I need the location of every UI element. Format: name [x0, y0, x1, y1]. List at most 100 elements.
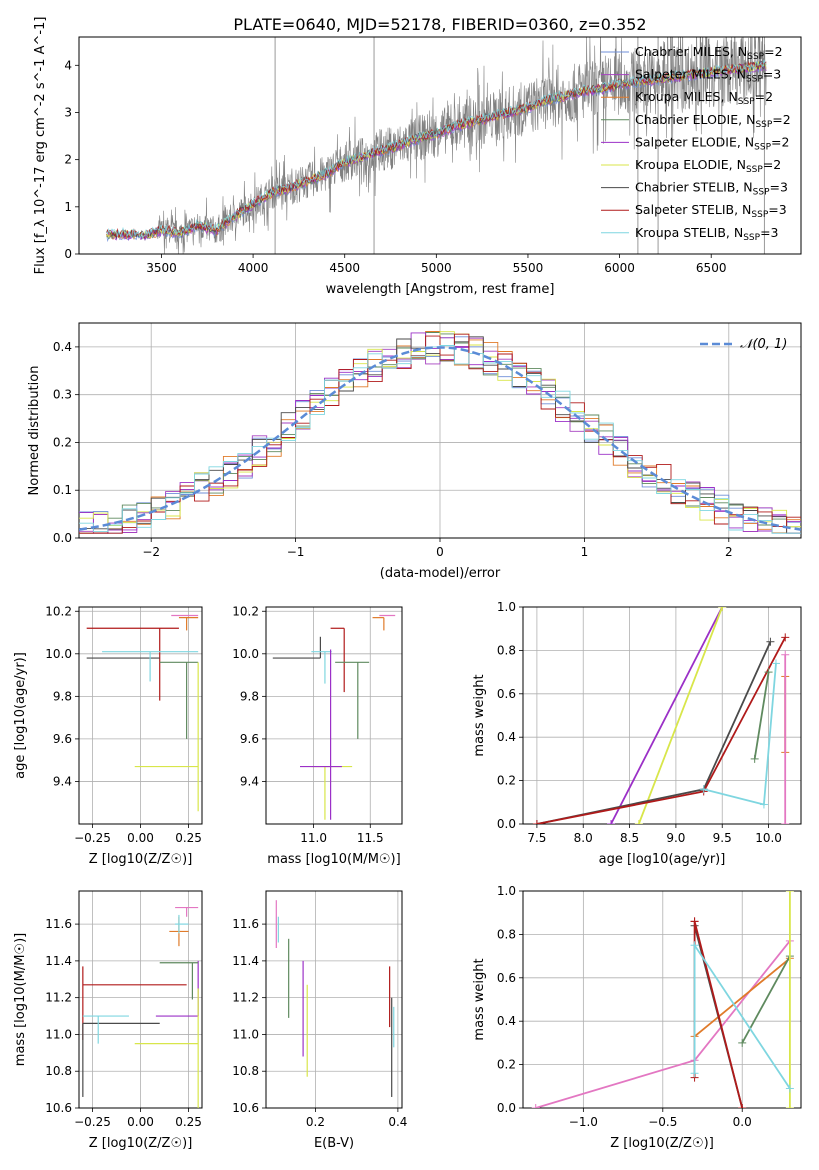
age-vs-mass-points	[272, 614, 396, 820]
y-tick-label: 0.4	[497, 1014, 516, 1028]
y-tick-label: 0.6	[497, 971, 516, 985]
x-tick-label: −2	[142, 545, 160, 559]
x-tick-label: 7.5	[527, 831, 546, 845]
y-tick-label: 11.0	[232, 1027, 259, 1041]
legend-label: Chabrier STELIB, NSSP=3	[635, 180, 788, 198]
massweight-vs-age-lines	[532, 607, 790, 824]
mass-weight-line	[637, 607, 724, 824]
x-axis-label: mass [log10(M/M☉)]	[267, 852, 400, 867]
y-tick-label: 11.6	[232, 917, 259, 931]
y-axis-label: mass weight	[472, 674, 487, 756]
mass-weight-line	[753, 671, 770, 760]
mass-weight-line	[694, 957, 791, 1038]
x-tick-label: 0.25	[175, 831, 202, 845]
y-tick-label: 11.4	[232, 954, 259, 968]
y-tick-label: 10.0	[45, 647, 72, 661]
y-tick-label: 2	[64, 153, 72, 167]
mass-weight-line	[610, 607, 724, 824]
legend-nssp: =2	[763, 157, 781, 172]
y-tick-label: 10.0	[232, 647, 259, 661]
x-tick-label: 11.5	[357, 831, 384, 845]
x-tick-label: 10.0	[755, 831, 782, 845]
x-tick-label: 0	[436, 545, 444, 559]
x-tick-label: 6500	[696, 261, 727, 275]
x-tick-label: −0.5	[648, 1115, 677, 1129]
y-tick-label: 0	[64, 247, 72, 261]
legend-subscript: SSP	[747, 52, 764, 62]
legend-nssp: =2	[771, 134, 789, 149]
massweight-vs-Z-axes: −1.0 −0.5 0.0 0.0 0.2 0.4 0.6 0.8 1.0 Z [log10(Z/…	[472, 884, 802, 1151]
x-tick-label: 0.00	[127, 1115, 154, 1129]
axes-frame	[78, 890, 203, 1109]
x-axis-label: (data-model)/error	[380, 566, 501, 581]
y-axis-label: age [log10(age/yr)]	[13, 652, 28, 779]
y-tick-label: 11.2	[45, 991, 72, 1005]
axes-frame	[78, 36, 802, 255]
normal-curve	[79, 346, 801, 531]
x-tick-label: 8.5	[620, 831, 639, 845]
x-tick-label: 4000	[238, 261, 269, 275]
legend-label: Kroupa STELIB, NSSP=3	[635, 225, 779, 243]
y-tick-label: 9.6	[53, 732, 72, 746]
legend-nssp: =3	[760, 225, 778, 240]
y-tick-label: 9.4	[53, 774, 72, 788]
y-tick-label: 0.2	[53, 435, 72, 449]
x-tick-label: 0.2	[306, 1115, 325, 1129]
y-tick-label: 11.2	[232, 991, 259, 1005]
y-tick-label: 4	[64, 58, 72, 72]
legend-nssp: =2	[772, 112, 790, 127]
x-tick-label: 1	[581, 545, 589, 559]
model-fit-kroupa-stelib	[106, 59, 767, 240]
axes-frame	[78, 606, 203, 825]
mass-vs-Z-axes: −0.25 0.00 0.25 10.6 10.8 11.0 11.2 11.4 11.6 Z […	[13, 890, 203, 1151]
legend-label: Salpeter STELIB, NSSP=3	[635, 202, 787, 220]
x-tick-label: 0.25	[175, 1115, 202, 1129]
y-tick-label: 10.8	[45, 1064, 72, 1078]
legend-nssp: =2	[755, 89, 773, 104]
axes-frame	[522, 890, 802, 1109]
x-tick-label: 0.4	[388, 1115, 407, 1129]
x-tick-label: −0.25	[74, 831, 111, 845]
mass-weight-line	[741, 955, 791, 1044]
legend-label: Salpeter ELODIE, NSSP=2	[635, 134, 789, 152]
age-vs-Z-points	[86, 614, 199, 812]
x-axis-label: wavelength [Angstrom, rest frame]	[326, 282, 555, 297]
y-tick-label: 11.4	[45, 954, 72, 968]
legend-label: 𝒩(0, 1)	[740, 337, 787, 352]
x-tick-label: 9.5	[713, 831, 732, 845]
y-tick-label: 0.4	[497, 730, 516, 744]
legend-label: Chabrier MILES, NSSP=2	[635, 44, 783, 62]
age-vs-Z-axes: −0.25 0.00 0.25 9.4 9.6 9.8 10.0 10.2 Z [log10(Z…	[13, 604, 203, 867]
axes-frame	[265, 606, 403, 825]
y-tick-label: 10.6	[232, 1101, 259, 1115]
legend-label: Chabrier ELODIE, NSSP=2	[635, 112, 791, 130]
y-tick-label: 11.0	[45, 1027, 72, 1041]
x-tick-label: 5500	[513, 261, 544, 275]
y-tick-label: 0.0	[497, 817, 516, 831]
y-tick-label: 0.4	[53, 340, 72, 354]
x-axis-label: Z [log10(Z/Z☉)]	[89, 1136, 193, 1151]
legend-nssp: =3	[768, 202, 786, 217]
x-tick-label: −1	[287, 545, 305, 559]
y-tick-label: 0.8	[497, 927, 516, 941]
x-axis-label: Z [log10(Z/Z☉)]	[89, 852, 193, 867]
y-tick-label: 0.8	[497, 643, 516, 657]
legend-nssp: =3	[763, 67, 781, 82]
y-tick-label: 0.0	[53, 531, 72, 545]
x-tick-label: 0.00	[127, 831, 154, 845]
legend-label: Salpeter MILES, NSSP=3	[635, 67, 781, 85]
y-tick-label: 9.8	[240, 689, 259, 703]
mass-vs-EBV-axes: 0.2 0.4 10.6 10.8 11.0 11.2 11.4 11.6 E(B-V)	[232, 890, 407, 1151]
x-tick-label: −1.0	[569, 1115, 598, 1129]
histogram-plot	[79, 331, 801, 534]
x-tick-label: 3500	[146, 261, 177, 275]
legend-subscript: SSP	[738, 97, 755, 107]
y-tick-label: 9.4	[240, 774, 259, 788]
age-vs-mass-axes: 11.0 11.5 9.4 9.6 9.8 10.0 10.2 mass [log10(M/M…	[232, 604, 403, 867]
mass-weight-line	[693, 921, 744, 1108]
spectrum-plot	[106, 37, 767, 254]
massweight-vs-Z-lines	[531, 891, 794, 1108]
y-tick-label: 10.6	[45, 1101, 72, 1115]
y-tick-label: 0.0	[497, 1101, 516, 1115]
